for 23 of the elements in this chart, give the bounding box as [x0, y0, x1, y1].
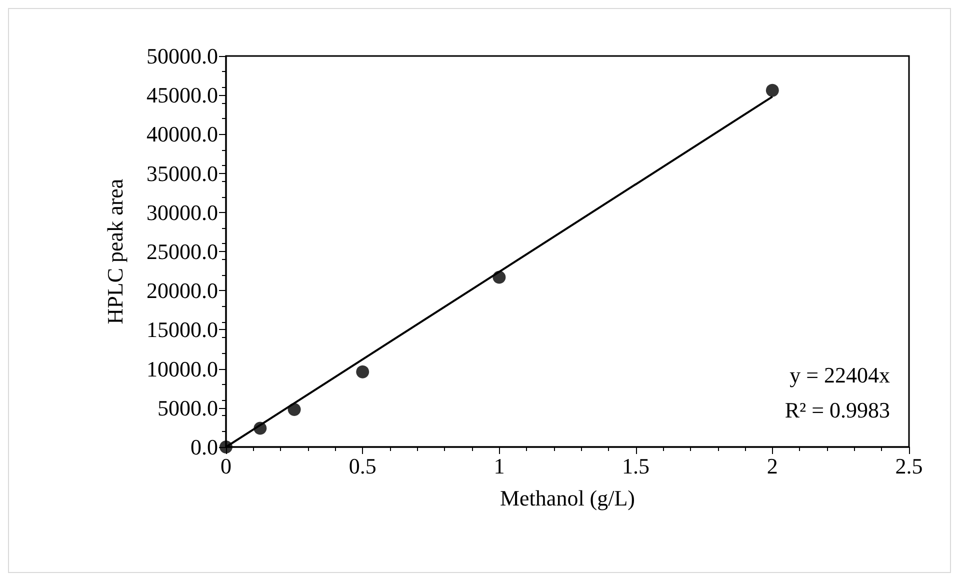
- point: [766, 84, 779, 97]
- y-tick-label: 10000.0: [146, 356, 218, 382]
- y-tick-label: 0.0: [190, 434, 218, 460]
- x-tick-label: 0: [220, 454, 232, 478]
- y-tick-label: 40000.0: [146, 122, 218, 147]
- y-tick-label: 35000.0: [146, 160, 218, 186]
- y-tick-label: 15000.0: [146, 317, 218, 342]
- x-axis-title: Methanol (g/L): [500, 486, 636, 510]
- point: [356, 365, 370, 378]
- y-tick-label: 45000.0: [146, 82, 218, 108]
- y-tick-label: 50000.0: [146, 44, 218, 68]
- x-tick-label: 0.5: [348, 454, 376, 478]
- y-axis-title: HPLC peak area: [102, 178, 128, 324]
- y-tick-label: 5000.0: [158, 395, 218, 420]
- annotation: y = 22404x: [790, 362, 890, 388]
- y-tick-label: 20000.0: [146, 278, 218, 304]
- y-tick-label: 25000.0: [146, 239, 218, 264]
- x-tick-label: 2: [766, 454, 778, 478]
- y-tick-label: 30000.0: [146, 200, 218, 225]
- x-tick-label: 1.5: [622, 454, 650, 478]
- x-tick-label: 1: [494, 454, 505, 478]
- annotation: R² = 0.9983: [784, 398, 890, 422]
- x-tick-label: 2.5: [895, 454, 923, 478]
